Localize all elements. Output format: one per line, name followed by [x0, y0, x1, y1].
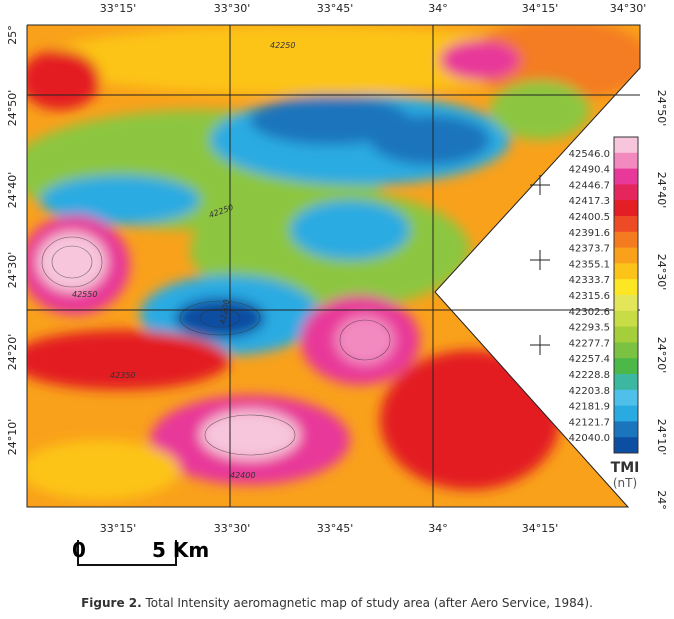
legend-swatch [614, 389, 638, 407]
top-coord: 33°30' [214, 2, 251, 15]
left-coord: 24°40' [6, 172, 19, 209]
scale-end: 5 Km [152, 538, 209, 562]
right-coord: 24°30' [655, 254, 668, 291]
top-coord: 34°15' [522, 2, 559, 15]
scale-bar [77, 540, 177, 566]
legend-title: TMI [611, 460, 640, 476]
legend-swatch [614, 168, 638, 185]
right-coord: 24°20' [655, 337, 668, 374]
legend-frame [613, 136, 639, 454]
legend-label: 42400.5 [569, 212, 610, 223]
legend-swatch [614, 374, 638, 391]
right-coord: 24°40' [655, 172, 668, 209]
bottom-coord: 33°30' [214, 522, 251, 535]
legend-swatch [614, 152, 638, 170]
top-coord: 33°45' [317, 2, 354, 15]
contour-label: 42350 [110, 371, 135, 380]
legend-label: 42333.7 [569, 275, 610, 286]
legend-swatch [614, 247, 638, 264]
bottom-coord: 34°15' [522, 522, 559, 535]
legend-swatch [614, 231, 638, 249]
scale-start: 0 [72, 538, 86, 562]
legend-label: 42446.7 [569, 180, 610, 191]
legend-unit: (nT) [613, 476, 637, 490]
legend-swatch [614, 421, 638, 438]
legend-swatch [614, 200, 638, 217]
map-raster [27, 25, 640, 507]
legend-label: 42228.8 [569, 370, 610, 381]
legend-label: 42355.1 [569, 259, 610, 270]
contour-label: 42550 [72, 290, 97, 299]
left-coord: 24°50' [6, 90, 19, 127]
legend-swatch [614, 184, 638, 201]
legend-swatch [614, 358, 638, 375]
legend-label: 42257.4 [569, 354, 610, 365]
legend-swatch [614, 326, 638, 343]
contour-label: 42400 [230, 471, 255, 480]
legend-swatch [614, 216, 638, 233]
legend-label: 42417.3 [569, 196, 610, 207]
legend-label: 42315.6 [569, 291, 610, 302]
left-coord: 24°20' [6, 334, 19, 371]
top-coord: 33°15' [100, 2, 137, 15]
contour-label: 42200 [218, 299, 231, 326]
legend-swatch [614, 342, 638, 359]
caption: Figure 2. Total Intensity aeromagnetic m… [81, 596, 593, 610]
bottom-coord: 33°45' [317, 522, 354, 535]
legend-swatch [614, 310, 638, 328]
top-coord: 34°30' [610, 2, 647, 15]
right-coord: 24°50' [655, 90, 668, 127]
legend-label: 42302.6 [569, 307, 610, 318]
legend-label: 42490.4 [569, 165, 610, 176]
legend-label: 42293.5 [569, 323, 610, 334]
legend-swatch [614, 295, 638, 312]
right-coord: 24°10' [655, 419, 668, 456]
left-coord: 24°10' [6, 419, 19, 456]
grid [26, 24, 641, 508]
caption-label: Figure 2. [81, 596, 142, 610]
left-coord: 24°30' [6, 252, 19, 289]
legend-label: 42121.7 [569, 417, 610, 428]
legend-label: 42391.6 [569, 228, 610, 239]
legend-swatch [614, 137, 638, 154]
contour-label: 42250 [270, 41, 295, 50]
legend-label: 42040.0 [569, 433, 610, 444]
legend-label: 42203.8 [569, 386, 610, 397]
bottom-coord: 33°15' [100, 522, 137, 535]
legend-colorbar [613, 136, 639, 454]
legend-label: 42546.0 [569, 149, 610, 160]
legend-swatch [614, 405, 638, 422]
top-coord: 34° [428, 2, 448, 15]
legend-label: 42373.7 [569, 244, 610, 255]
right-coord: 24° [655, 490, 668, 510]
left-coord: 25° [6, 25, 19, 45]
legend-swatch [614, 263, 638, 280]
legend-label: 42181.9 [569, 402, 610, 413]
legend-label: 42277.7 [569, 338, 610, 349]
caption-text: Total Intensity aeromagnetic map of stud… [145, 596, 593, 610]
bottom-coord: 34° [428, 522, 448, 535]
legend-swatch [614, 437, 638, 454]
legend-swatch [614, 279, 638, 296]
